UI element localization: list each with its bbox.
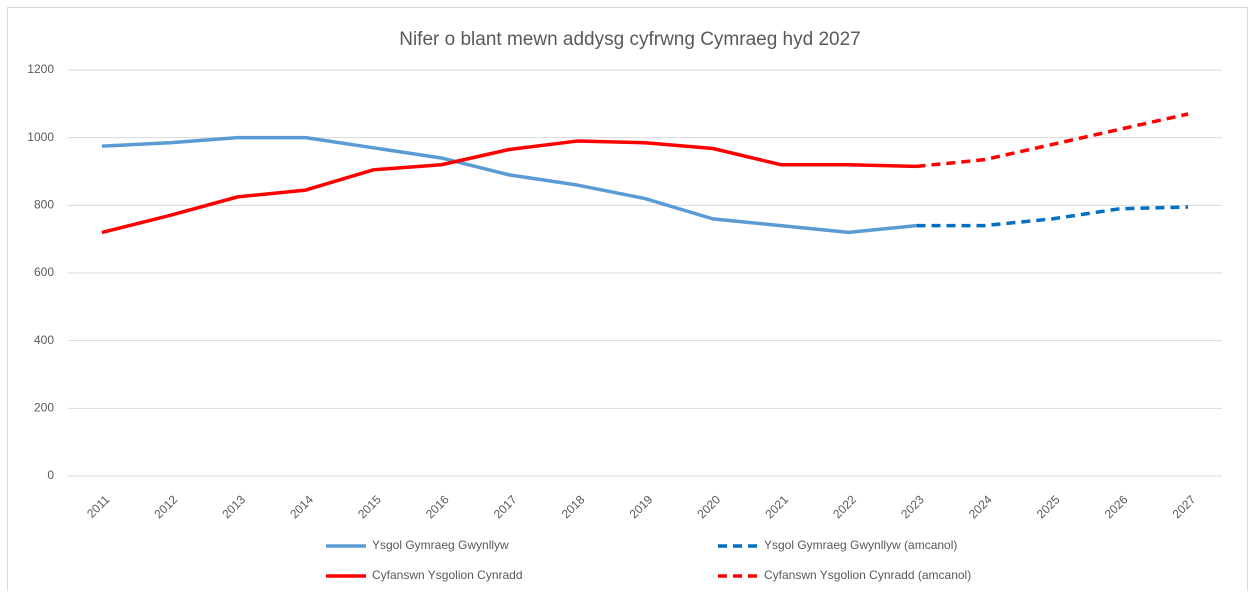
y-tick-label: 800 xyxy=(34,198,54,212)
series-line xyxy=(101,135,917,235)
series-line xyxy=(916,112,1189,169)
legend-label: Cyfanswn Ysgolion Cynradd (amcanol) xyxy=(764,568,971,582)
series-line xyxy=(916,205,1189,228)
chart-border xyxy=(7,7,1248,596)
legend-label: Cyfanswn Ysgolion Cynradd xyxy=(372,568,523,582)
y-tick-label: 400 xyxy=(34,333,54,347)
y-tick-label: 200 xyxy=(34,401,54,415)
chart-title: Nifer o blant mewn addysg cyfrwng Cymrae… xyxy=(399,29,861,50)
y-tick-label: 1200 xyxy=(27,62,54,76)
y-tick-label: 0 xyxy=(47,468,54,482)
y-tick-label: 1000 xyxy=(27,130,54,144)
y-tick-label: 600 xyxy=(34,265,54,279)
legend-label: Ysgol Gymraeg Gwynllyw xyxy=(372,538,509,552)
legend-label: Ysgol Gymraeg Gwynllyw (amcanol) xyxy=(764,538,957,552)
series-line xyxy=(101,139,917,235)
